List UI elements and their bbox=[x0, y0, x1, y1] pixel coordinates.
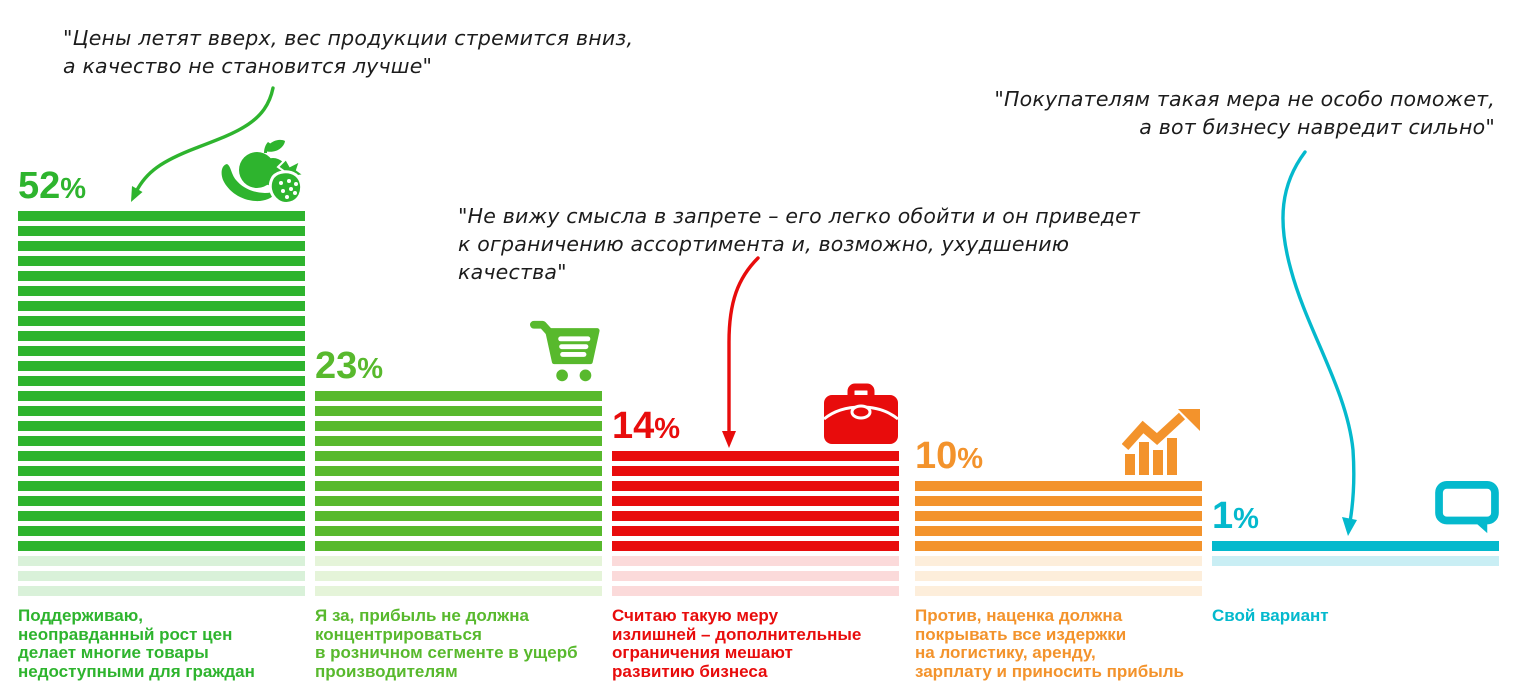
bar-stripe bbox=[18, 496, 305, 506]
bar-stripe bbox=[1212, 541, 1499, 551]
bar-stripe bbox=[612, 451, 899, 461]
briefcase-icon bbox=[823, 383, 899, 445]
bar-stripe bbox=[612, 571, 899, 581]
bar-stripe bbox=[915, 541, 1202, 551]
bar-stripe bbox=[612, 466, 899, 476]
bar-stripe bbox=[18, 271, 305, 281]
bar-stripe bbox=[315, 481, 602, 491]
bar-stripe bbox=[915, 586, 1202, 596]
bar-stripe bbox=[18, 481, 305, 491]
bar-stripe bbox=[315, 421, 602, 431]
bar-column-5: 1% bbox=[1212, 481, 1499, 566]
bar-caption-3: Считаю такую меру излишней – дополнитель… bbox=[612, 606, 862, 682]
quote-prices: "Цены летят вверх, вес продукции стремит… bbox=[63, 26, 634, 78]
bar-caption-5: Свой вариант bbox=[1212, 606, 1329, 625]
bar-stripe bbox=[18, 211, 305, 221]
arrow-to-bar-1 bbox=[1281, 150, 1357, 536]
quote-business-harm: "Покупателям такая мера не особо поможет… bbox=[994, 87, 1495, 139]
bar-column-2: 23% bbox=[315, 320, 602, 596]
bar-stripe bbox=[612, 496, 899, 506]
shopping-cart-icon bbox=[530, 319, 602, 385]
bar-stripe bbox=[915, 511, 1202, 521]
bar-column-4: 10% bbox=[915, 409, 1202, 596]
bar-stripe bbox=[18, 331, 305, 341]
bar-stripe bbox=[315, 526, 602, 536]
bar-stripe bbox=[18, 436, 305, 446]
bar-stripe bbox=[915, 571, 1202, 581]
arrow-to-bar-14 bbox=[722, 256, 760, 448]
bar-stripe bbox=[612, 556, 899, 566]
bar-stripe bbox=[18, 241, 305, 251]
bar-stripe bbox=[315, 436, 602, 446]
bar-stripe bbox=[1212, 556, 1499, 566]
bar-stripe bbox=[315, 496, 602, 506]
bar-stripe bbox=[315, 406, 602, 416]
bar-stripe bbox=[18, 526, 305, 536]
quote-ban-pointless: "Не вижу смысла в запрете – его легко об… bbox=[458, 204, 1141, 284]
bar-stripe bbox=[612, 526, 899, 536]
fruits-icon bbox=[219, 139, 307, 205]
bar-stripe bbox=[915, 481, 1202, 491]
bar-stripe bbox=[18, 376, 305, 386]
bar-stripe bbox=[18, 406, 305, 416]
bar-stripe bbox=[18, 571, 305, 581]
bar-stripe bbox=[315, 556, 602, 566]
bar-stripe bbox=[18, 586, 305, 596]
bar-stripe bbox=[18, 361, 305, 371]
bar-stripe bbox=[315, 541, 602, 551]
growth-chart-icon bbox=[1121, 409, 1202, 475]
speech-bubble-icon bbox=[1435, 481, 1499, 535]
bar-stripe bbox=[915, 556, 1202, 566]
bar-stripe bbox=[315, 511, 602, 521]
bar-stripe bbox=[612, 541, 899, 551]
bar-value-label: 14% bbox=[612, 405, 681, 447]
bar-stripe bbox=[18, 391, 305, 401]
bar-stripe bbox=[612, 481, 899, 491]
bar-caption-1: Поддерживаю, неоправданный рост цен дела… bbox=[18, 606, 255, 682]
bar-stripe bbox=[915, 526, 1202, 536]
bar-stripe bbox=[612, 511, 899, 521]
bar-stripe bbox=[315, 571, 602, 581]
bar-stripe bbox=[315, 451, 602, 461]
bar-stripe bbox=[315, 391, 602, 401]
bar-value-label: 23% bbox=[315, 345, 384, 387]
bar-caption-4: Против, наценка должна покрывать все изд… bbox=[915, 606, 1184, 682]
bar-stripe bbox=[18, 556, 305, 566]
bar-caption-2: Я за, прибыль не должна концентрироватьс… bbox=[315, 606, 578, 682]
bar-column-3: 14% bbox=[612, 383, 899, 596]
bar-stripe bbox=[18, 541, 305, 551]
bar-value-label: 52% bbox=[18, 165, 87, 207]
bar-stripe bbox=[18, 511, 305, 521]
bar-stripe bbox=[18, 256, 305, 266]
bar-stripe bbox=[18, 451, 305, 461]
bar-stripe bbox=[915, 496, 1202, 506]
bar-column-1: 52% bbox=[18, 139, 307, 596]
bar-stripe bbox=[18, 466, 305, 476]
bar-stripe bbox=[18, 226, 305, 236]
bar-value-label: 1% bbox=[1212, 495, 1259, 537]
bar-stripe bbox=[18, 316, 305, 326]
bar-stripe bbox=[18, 421, 305, 431]
arrow-to-bar-52 bbox=[131, 86, 275, 202]
bar-stripe bbox=[18, 346, 305, 356]
bar-stripe bbox=[315, 466, 602, 476]
bar-stripe bbox=[612, 586, 899, 596]
bar-stripe bbox=[18, 286, 305, 296]
bar-stripe bbox=[18, 301, 305, 311]
bar-stripe bbox=[315, 586, 602, 596]
bar-value-label: 10% bbox=[915, 435, 984, 477]
